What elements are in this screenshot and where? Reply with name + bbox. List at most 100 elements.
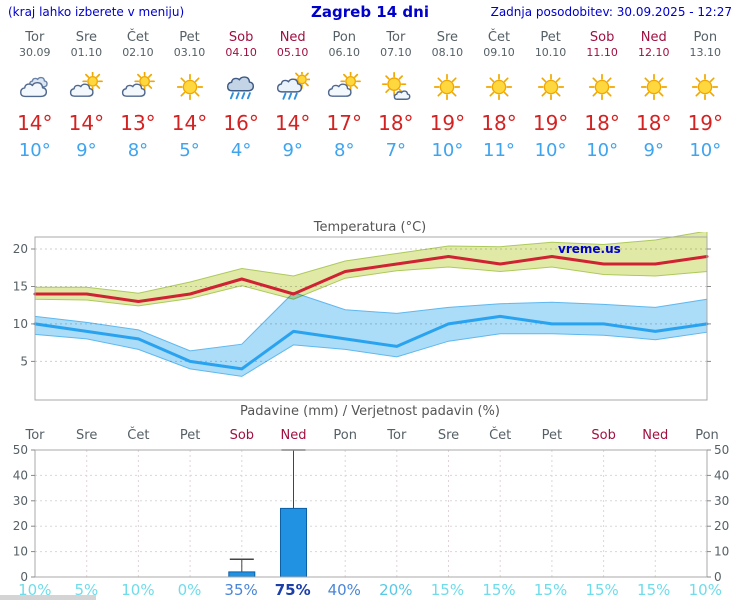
weather-icon-wrap (164, 72, 216, 102)
day-date: 08.10 (431, 46, 464, 59)
precip-bar (280, 507, 307, 578)
day-name: Sre (75, 30, 98, 45)
weather-icon-sunny (176, 73, 203, 101)
precip-day-label: Pon (333, 428, 357, 443)
precip-day-label: Sob (591, 428, 615, 443)
high-temp: 16° (223, 111, 259, 135)
temp-axis-label: 20 (13, 242, 28, 256)
precip-axis-label-right: 0 (714, 570, 722, 584)
weather-icon-sunny (434, 73, 461, 101)
low-temp: 9° (76, 140, 97, 161)
day-name: Čet (487, 30, 511, 45)
weather-icon-mostly-sunny (381, 71, 411, 100)
weather-icon-sun-rain (276, 70, 311, 100)
weather-icon-wrap (318, 71, 370, 102)
forecast-day-sre-08-10: Sre 08.10 19° 10° (422, 30, 474, 161)
day-name: Ned (279, 30, 306, 45)
weather-icon-wrap (576, 72, 628, 102)
weather-icon-rain (227, 76, 255, 100)
high-temp: 14° (68, 111, 105, 135)
day-name: Čet (126, 30, 150, 45)
high-temp: 14° (17, 111, 53, 135)
precip-axis-label-left: 50 (13, 443, 28, 457)
forecast-day-pet-10-10: Pet 10.10 19° 10° (525, 30, 577, 161)
menu-hint: (kraj lahko izberete v meniju) (8, 5, 185, 19)
forecast-day-tor-30-09: Tor 30.09 14° 10° (9, 30, 61, 161)
day-date: 07.10 (380, 46, 412, 59)
low-temp: 5° (179, 140, 200, 161)
high-temp: 19° (429, 111, 466, 135)
high-temp: 13° (120, 111, 156, 135)
weather-icon-wrap (680, 72, 732, 102)
max-temperature-line (33, 255, 709, 303)
precip-probability: 0% (177, 581, 202, 599)
weather-icon-sunny (692, 73, 719, 101)
day-name: Sre (436, 30, 459, 45)
precip-day-label: Ned (281, 428, 307, 443)
precip-day-label: Pet (542, 428, 562, 443)
low-temp: 8° (334, 140, 355, 161)
weather-icon-wrap (370, 71, 422, 102)
precip-probability: 15% (585, 581, 619, 599)
precip-axis-label-right: 30 (714, 494, 729, 508)
precip-day-label: Tor (386, 428, 407, 443)
forecast-day-sob-04-10: Sob 04.10 16° 4° (215, 30, 267, 161)
weather-icon-partly (70, 71, 104, 97)
watermark-link[interactable]: vreme.us (558, 242, 621, 256)
precip-axis-label-right: 40 (714, 468, 729, 482)
low-temp: 4° (230, 140, 252, 161)
precip-bar (228, 571, 256, 578)
day-date: 13.10 (689, 46, 722, 59)
weather-icon-wrap (267, 70, 319, 102)
precip-probability: 75% (274, 581, 311, 599)
day-date: 03.10 (173, 46, 206, 59)
precip-probability-row: 10% 5% 10% 0% 35% 75% 40% 20% 15% 15% 15% 15% 15% 10% (9, 581, 731, 599)
forecast-day-sre-01-10: Sre 01.10 14° 9° (61, 30, 113, 161)
temp-axis-label: 10 (13, 317, 28, 331)
day-name: Pet (179, 30, 200, 45)
weather-icon-partly (121, 71, 155, 97)
weather-icon-sunny (537, 73, 564, 101)
precip-probability: 10% (688, 581, 722, 599)
precip-chart-title: Padavine (mm) / Verjetnost padavin (%) (240, 404, 500, 419)
high-temp: 18° (584, 111, 620, 135)
precip-day-label: Čet (127, 427, 149, 443)
precip-axis-label-left: 30 (13, 494, 28, 508)
day-date: 11.10 (586, 46, 618, 59)
precip-day-label: Pon (695, 428, 719, 443)
day-date: 02.10 (122, 46, 154, 59)
page-title: Zagreb 14 dni (311, 3, 429, 21)
weather-icon-sunny (589, 73, 616, 101)
precip-probability: 20% (379, 581, 413, 599)
forecast-day-pon-06-10: Pon 06.10 17° 8° (318, 30, 370, 161)
day-date: 12.10 (637, 46, 670, 59)
forecast-day-tor-07-10: Tor 07.10 18° 7° (370, 30, 422, 161)
high-temp: 17° (326, 111, 362, 135)
precipitation-chart: Tor Sre Čet Pet Sob Ned Pon Tor Sre Čet Pet Sob Ned P… (13, 427, 730, 584)
day-date: 01.10 (70, 46, 103, 59)
weather-icon-wrap (473, 72, 525, 102)
precip-probability: 40% (327, 581, 361, 599)
day-name: Sob (228, 30, 254, 45)
temperature-chart: 5 10 15 20 vreme.us (13, 232, 711, 401)
low-temp: 10° (431, 140, 464, 161)
weather-icon-cloudy (19, 76, 48, 98)
weather-icon-sunny (640, 73, 667, 101)
precip-axis-label-right: 20 (714, 519, 729, 533)
day-name: Tor (386, 30, 406, 45)
high-temp: 18° (378, 111, 414, 135)
low-temp: 9° (282, 140, 303, 161)
weather-icon-wrap (112, 71, 164, 102)
precip-day-label: Pet (180, 428, 200, 443)
weather-icon-wrap (215, 72, 267, 102)
forecast-day-sob-11-10: Sob 11.10 18° 10° (576, 30, 628, 161)
precip-axis-label-left: 0 (20, 570, 28, 584)
precip-probability: 15% (430, 581, 465, 599)
day-name: Tor (25, 30, 45, 45)
low-temp: 10° (689, 140, 722, 161)
weather-icon-wrap (61, 71, 113, 102)
precip-day-label: Tor (24, 428, 45, 443)
precip-day-label: Sre (438, 428, 459, 443)
forecast-day-pet-03-10: Pet 03.10 14° 5° (164, 30, 216, 161)
